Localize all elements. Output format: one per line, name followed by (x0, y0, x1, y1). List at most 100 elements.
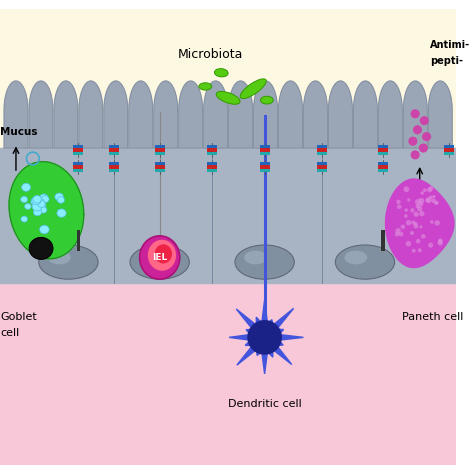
Circle shape (419, 225, 422, 228)
Polygon shape (229, 300, 303, 374)
Bar (317, 145, 327, 148)
Bar (155, 162, 164, 165)
Bar (207, 162, 217, 165)
Text: IEL: IEL (152, 253, 167, 262)
Ellipse shape (32, 202, 42, 211)
Bar (207, 148, 217, 152)
Ellipse shape (41, 196, 49, 202)
Circle shape (396, 200, 401, 204)
Ellipse shape (155, 244, 172, 264)
Bar (207, 152, 217, 155)
Polygon shape (204, 81, 228, 148)
Bar (207, 145, 217, 148)
Ellipse shape (39, 225, 49, 234)
Ellipse shape (33, 195, 41, 203)
Circle shape (426, 198, 431, 203)
Ellipse shape (21, 183, 31, 191)
Ellipse shape (29, 237, 53, 259)
Bar (155, 152, 164, 155)
Bar (382, 230, 384, 251)
Circle shape (417, 206, 422, 211)
Bar (0, 148, 456, 198)
Circle shape (429, 196, 433, 199)
Bar (317, 165, 327, 169)
Circle shape (408, 137, 418, 146)
Polygon shape (328, 81, 352, 148)
Circle shape (414, 222, 418, 225)
Circle shape (406, 220, 411, 225)
Text: Dendritic cell: Dendritic cell (228, 399, 301, 409)
Circle shape (418, 248, 422, 252)
Bar (444, 152, 455, 155)
Ellipse shape (199, 83, 212, 90)
Circle shape (427, 187, 432, 192)
Bar (0, 9, 456, 246)
Bar (155, 165, 164, 169)
Polygon shape (9, 162, 84, 259)
Bar (109, 148, 119, 152)
Ellipse shape (39, 245, 98, 279)
Ellipse shape (35, 204, 42, 210)
Bar (155, 169, 164, 172)
Ellipse shape (335, 245, 395, 279)
Bar (317, 162, 327, 165)
Polygon shape (79, 81, 103, 148)
Polygon shape (403, 81, 427, 148)
Circle shape (407, 198, 410, 201)
Circle shape (438, 240, 443, 246)
Ellipse shape (57, 209, 66, 217)
Circle shape (419, 144, 428, 153)
Polygon shape (54, 81, 78, 148)
Circle shape (410, 208, 414, 212)
Bar (378, 148, 388, 152)
Ellipse shape (35, 200, 43, 208)
Ellipse shape (148, 240, 176, 271)
Circle shape (395, 228, 401, 234)
Text: Goblet: Goblet (0, 312, 37, 322)
Bar (77, 230, 80, 251)
Bar (378, 169, 388, 172)
Bar (260, 145, 270, 148)
Bar (260, 148, 270, 152)
Bar (317, 148, 327, 152)
Circle shape (415, 199, 420, 205)
Bar (73, 162, 83, 165)
Circle shape (404, 209, 408, 212)
Bar (109, 169, 119, 172)
Bar (260, 165, 270, 169)
Circle shape (438, 238, 443, 243)
Bar (73, 165, 83, 169)
Polygon shape (428, 81, 452, 148)
Bar (378, 162, 388, 165)
Ellipse shape (235, 245, 294, 279)
Bar (444, 145, 455, 148)
Ellipse shape (25, 203, 31, 210)
Polygon shape (304, 81, 328, 148)
Polygon shape (4, 81, 28, 148)
Ellipse shape (244, 251, 267, 264)
Circle shape (411, 220, 415, 225)
Circle shape (435, 201, 439, 205)
Circle shape (413, 224, 418, 228)
Circle shape (419, 201, 423, 206)
Text: Mucus: Mucus (0, 127, 37, 137)
Bar (0, 246, 456, 465)
Circle shape (431, 199, 436, 203)
Polygon shape (179, 81, 202, 148)
Polygon shape (378, 81, 402, 148)
Bar (317, 152, 327, 155)
Text: pepti-: pepti- (430, 56, 463, 66)
Ellipse shape (140, 236, 180, 279)
Ellipse shape (48, 251, 71, 264)
Circle shape (420, 116, 429, 125)
Circle shape (410, 150, 420, 159)
Text: cell: cell (0, 328, 19, 338)
Bar (260, 162, 270, 165)
Ellipse shape (21, 196, 28, 202)
Circle shape (428, 186, 433, 191)
Bar (378, 165, 388, 169)
Circle shape (430, 220, 434, 224)
Ellipse shape (216, 91, 240, 104)
Circle shape (399, 232, 403, 237)
Circle shape (432, 195, 436, 198)
